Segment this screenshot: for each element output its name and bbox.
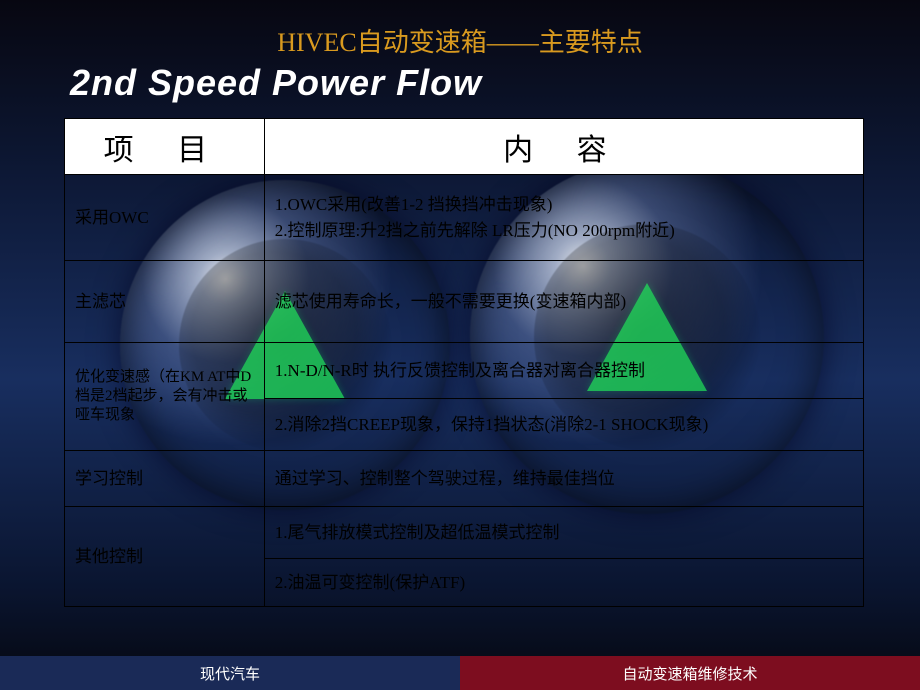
row-label: 主滤芯 [65, 261, 265, 343]
features-table: 项 目 内 容 采用OWC1.OWC采用(改善1-2 挡换挡冲击现象) 2.控制… [64, 118, 864, 607]
slide-subtitle: 2nd Speed Power Flow [70, 62, 482, 104]
table-row: 采用OWC1.OWC采用(改善1-2 挡换挡冲击现象) 2.控制原理:升2挡之前… [65, 175, 864, 261]
slide: HIVEC自动变速箱——主要特点 2nd Speed Power Flow 项 … [0, 0, 920, 690]
row-label: 学习控制 [65, 451, 265, 507]
row-content: 通过学习、控制整个驾驶过程，维持最佳挡位 [264, 451, 863, 507]
row-label: 其他控制 [65, 507, 265, 607]
row-label: 优化变速感（在KM AT中D档是2档起步，会有冲击或哑车现象 [65, 343, 265, 451]
row-content: 2.消除2挡CREEP现象，保持1挡状态(消除2-1 SHOCK现象) [264, 399, 863, 451]
row-content: 滤芯使用寿命长，一般不需要更换(变速箱内部) [264, 261, 863, 343]
table-row: 主滤芯滤芯使用寿命长，一般不需要更换(变速箱内部) [65, 261, 864, 343]
footer-bar: 现代汽车 自动变速箱维修技术 [0, 656, 920, 690]
slide-title: HIVEC自动变速箱——主要特点 [0, 22, 920, 59]
row-content: 2.油温可变控制(保护ATF) [264, 559, 863, 607]
row-content: 1.尾气排放模式控制及超低温模式控制 [264, 507, 863, 559]
table-row: 其他控制1.尾气排放模式控制及超低温模式控制 [65, 507, 864, 559]
col-header-content: 内 容 [264, 119, 863, 175]
table-row: 学习控制通过学习、控制整个驾驶过程，维持最佳挡位 [65, 451, 864, 507]
row-content: 1.OWC采用(改善1-2 挡换挡冲击现象) 2.控制原理:升2挡之前先解除 L… [264, 175, 863, 261]
col-header-item: 项 目 [65, 119, 265, 175]
footer-left: 现代汽车 [0, 656, 460, 690]
table-body: 采用OWC1.OWC采用(改善1-2 挡换挡冲击现象) 2.控制原理:升2挡之前… [65, 175, 864, 607]
table-header-row: 项 目 内 容 [65, 119, 864, 175]
row-content: 1.N-D/N-R时 执行反馈控制及离合器对离合器控制 [264, 343, 863, 399]
footer-right: 自动变速箱维修技术 [460, 656, 920, 690]
row-label: 采用OWC [65, 175, 265, 261]
table-row: 优化变速感（在KM AT中D档是2档起步，会有冲击或哑车现象1.N-D/N-R时… [65, 343, 864, 399]
